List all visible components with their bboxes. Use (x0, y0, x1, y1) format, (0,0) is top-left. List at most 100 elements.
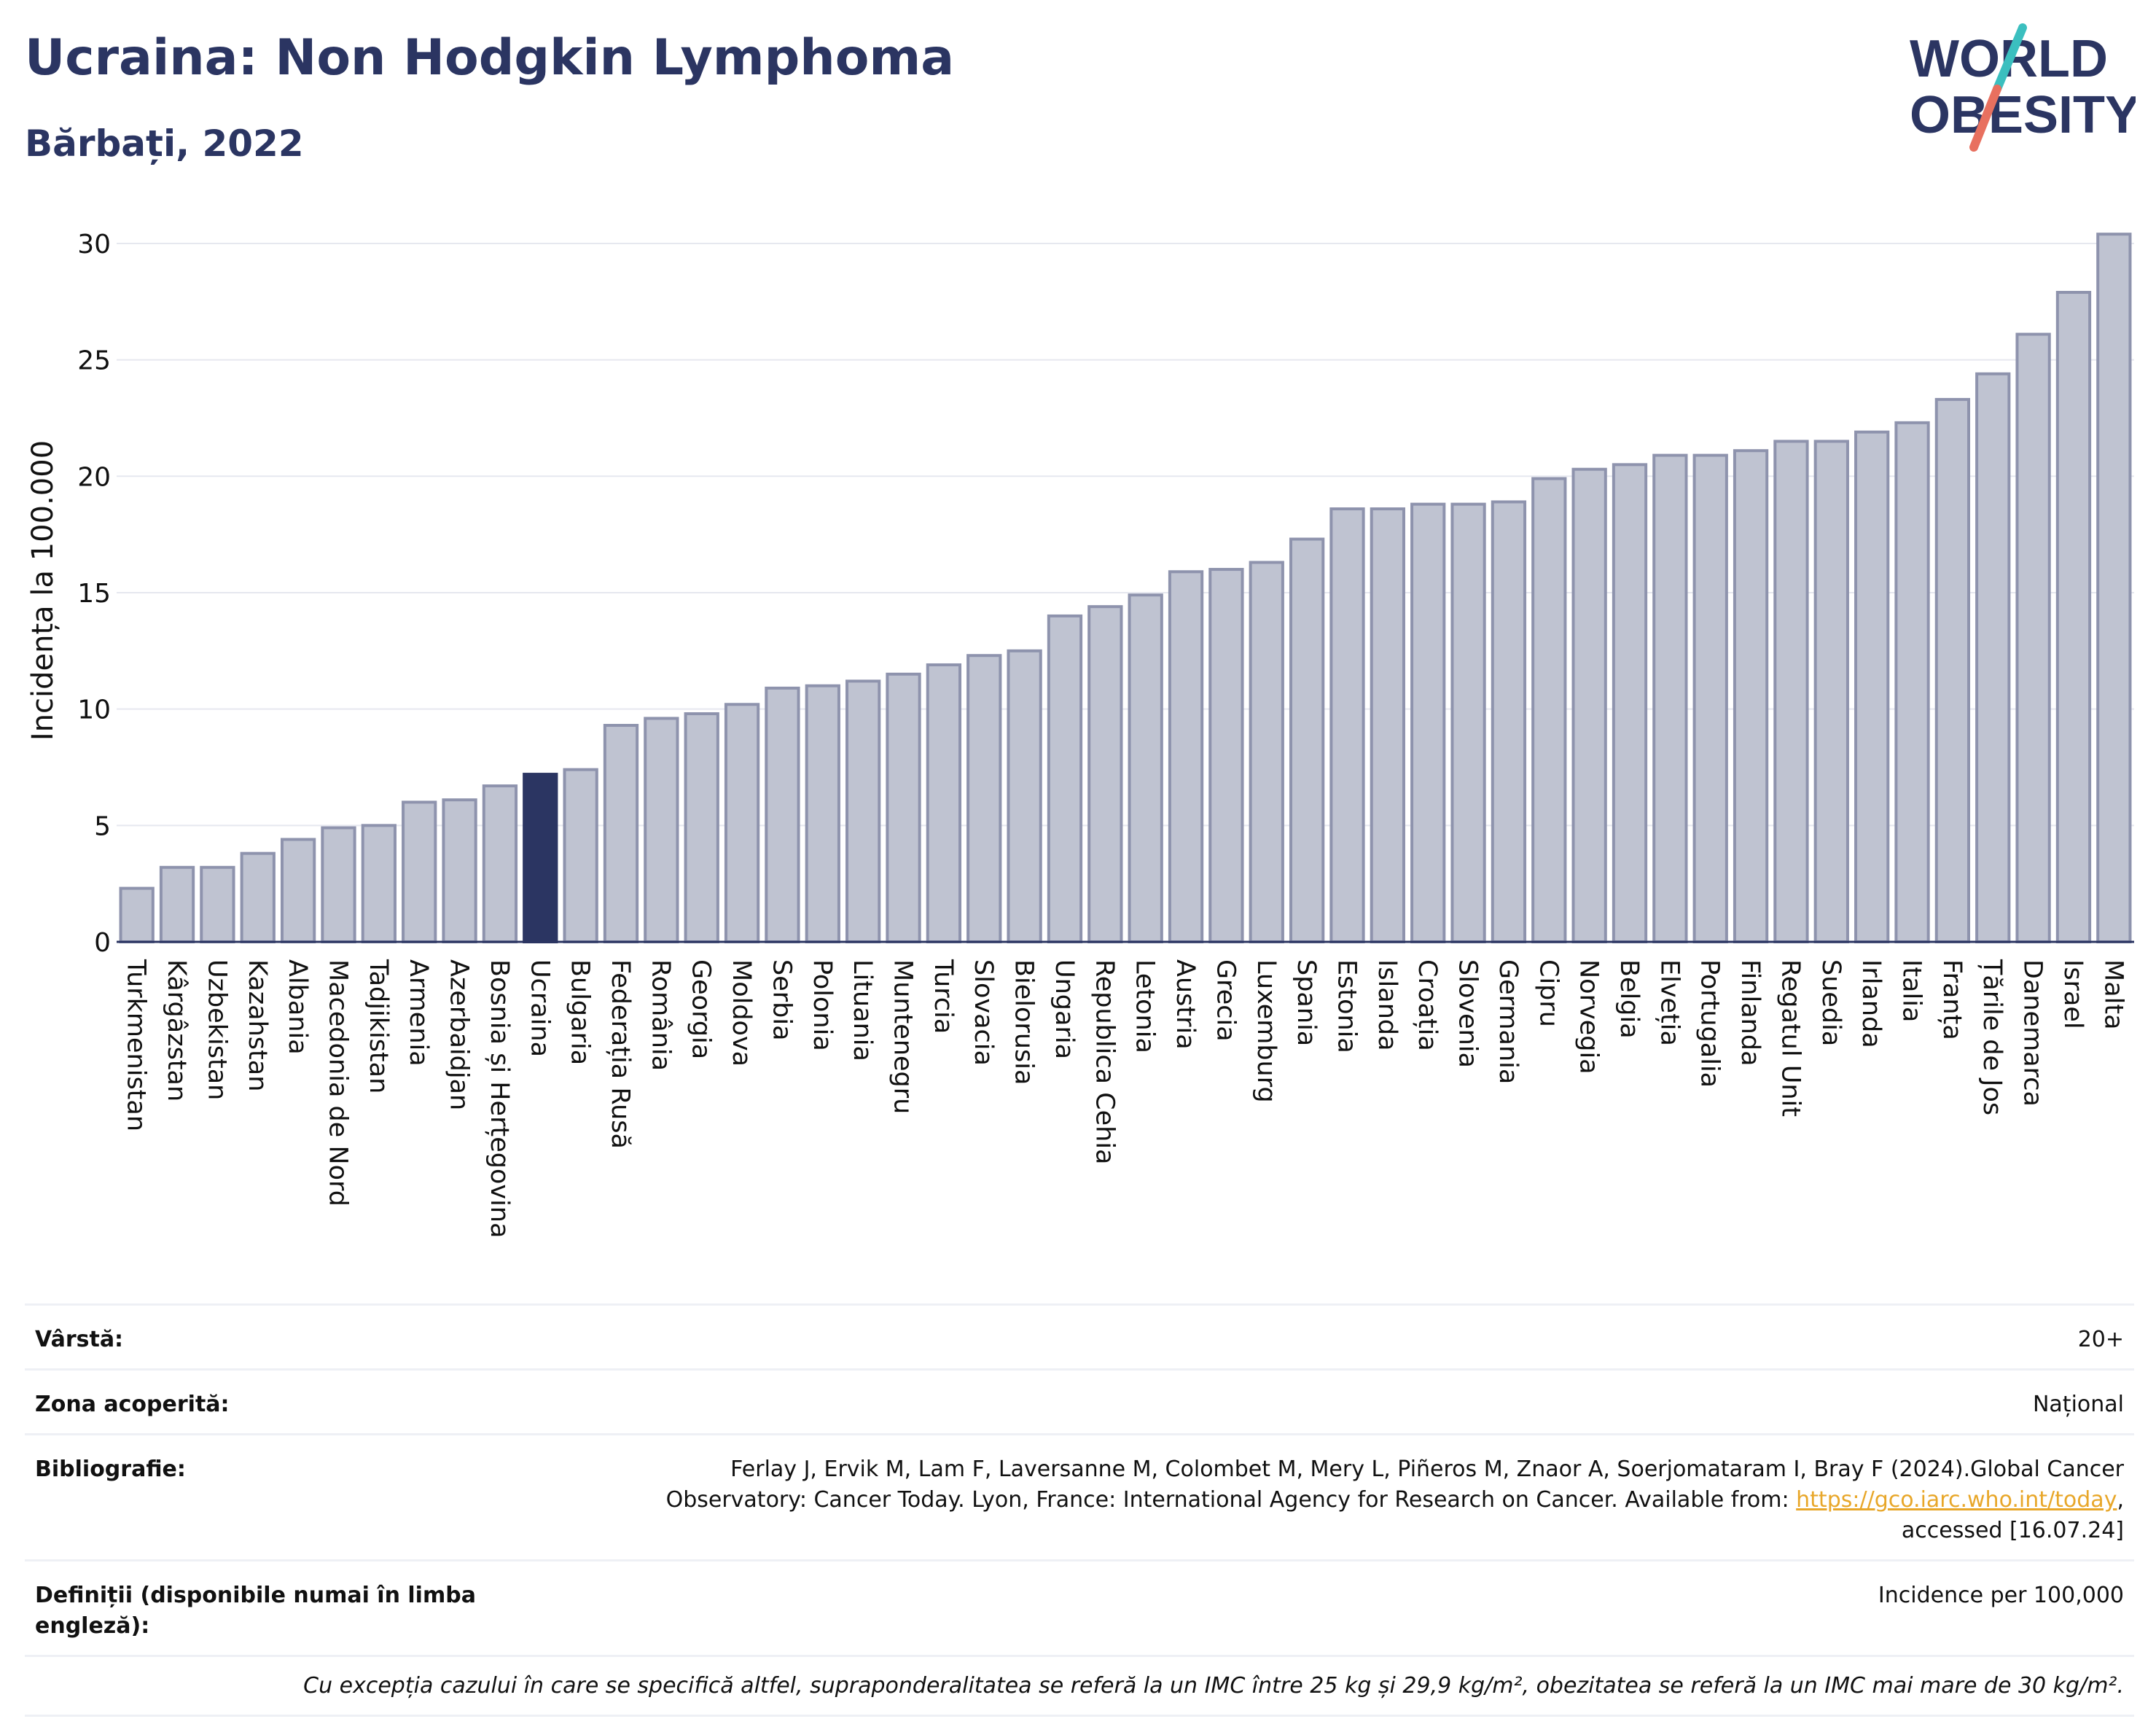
y-tick-label: 10 (77, 695, 111, 725)
x-tick-label: Cipru (1534, 959, 1563, 1027)
bar (2055, 291, 2092, 944)
x-tick-label: Germania (1493, 959, 1523, 1084)
y-tick-label: 20 (77, 462, 111, 492)
x-tick-label: Italia (1897, 959, 1926, 1022)
x-tick-label: Armenia (404, 959, 433, 1067)
bar (1854, 430, 1890, 943)
y-tick-label: 30 (77, 230, 111, 260)
bibliography-text-1: Ferlay J, Ervik M, Lam F, Laversanne M, … (730, 1457, 2124, 1482)
bibliography-text-2: Observatory: Cancer Today. Lyon, France:… (665, 1487, 1797, 1513)
bar (886, 672, 921, 943)
x-tick-label: Tadjikistan (364, 959, 393, 1093)
x-tick-label: Israel (2058, 959, 2087, 1029)
bar (1329, 507, 1365, 943)
x-tick-label: Federația Rusă (606, 959, 635, 1149)
x-tick-label: Kazahstan (243, 959, 272, 1091)
x-tick-label: Finlanda (1735, 959, 1765, 1067)
bar (1813, 440, 1849, 943)
x-tick-label: Danemarca (2018, 959, 2047, 1107)
meta-row-age: Vârstă: 20+ (25, 1303, 2134, 1368)
bar (1128, 593, 1163, 943)
logo-slash-coral (1969, 85, 2001, 152)
footnote: Cu excepția cazului în care se specifică… (25, 1655, 2134, 1717)
bar (1491, 500, 1527, 943)
age-value: 20+ (2077, 1327, 2124, 1352)
bar (644, 717, 679, 943)
age-label: Vârstă: (35, 1327, 124, 1352)
bar (361, 824, 397, 944)
y-tick-label: 15 (77, 579, 111, 609)
bibliography-text-4: accessed [16.07.24] (1901, 1518, 2124, 1543)
x-tick-label: Republica Cehia (1090, 959, 1119, 1165)
x-tick-label: Slovenia (1453, 959, 1483, 1068)
bar (845, 679, 881, 943)
x-tick-label: Moldova (727, 959, 756, 1067)
bar (280, 838, 316, 943)
bar (563, 768, 598, 944)
y-tick-label: 0 (94, 928, 111, 958)
x-tick-label: Lituania (848, 959, 877, 1061)
x-tick-label: Albania (283, 959, 312, 1055)
x-tick-label: Elveția (1655, 959, 1684, 1046)
x-tick-label: Uzbekistan (202, 959, 231, 1100)
x-tick-label: Malta (2098, 959, 2128, 1030)
x-tick-label: Croația (1413, 959, 1442, 1051)
x-tick-label: România (646, 959, 675, 1071)
x-tick-label: Norvegia (1574, 959, 1604, 1075)
bar (1773, 440, 1809, 943)
bar (1733, 449, 1769, 943)
bar (765, 686, 800, 943)
bar (1007, 649, 1042, 944)
x-tick-label: Turcia (929, 959, 958, 1034)
meta-row-definitions: Definiții (disponibile numai în limba en… (25, 1559, 2134, 1655)
bar (1410, 502, 1446, 943)
bar (159, 865, 195, 943)
x-tick-label: Grecia (1211, 959, 1240, 1042)
bar (402, 800, 437, 943)
logo-text-obesity: OBESITY (1910, 86, 2136, 144)
x-tick-label: Macedonia de Nord (323, 959, 352, 1206)
x-tick-label: Serbia (767, 959, 796, 1041)
bar (1612, 463, 1648, 943)
bar (1571, 467, 1607, 943)
x-tick-label: Islanda (1372, 959, 1402, 1051)
bars (119, 233, 2132, 944)
bibliography-text-3: , (2117, 1487, 2124, 1513)
bar (603, 724, 639, 943)
bar (1652, 453, 1688, 943)
x-tick-labels: Turkmenistan Kârgâzstan Uzbekistan Kazahsta… (122, 959, 2128, 1238)
definitions-label: Definiții (disponibile numai în limba en… (35, 1583, 476, 1639)
bar (2015, 332, 2051, 943)
bar (1531, 477, 1567, 943)
bibliography-label: Bibliografie: (35, 1457, 186, 1482)
definitions-value: Incidence per 100,000 (1878, 1583, 2124, 1608)
x-tick-label: Luxemburg (1251, 959, 1281, 1103)
coverage-label: Zona acoperită: (35, 1392, 230, 1417)
x-tick-label: Bosnia și Herțegovina (485, 959, 514, 1238)
x-tick-label: Bielorusia (1009, 959, 1039, 1085)
x-tick-label: Kârgâzstan (162, 959, 191, 1102)
x-tick-label: Letonia (1130, 959, 1160, 1053)
bar (1249, 561, 1284, 943)
y-tick-label: 25 (77, 346, 111, 376)
metadata-table: Vârstă: 20+ Zona acoperită: Național Bib… (25, 1303, 2134, 1717)
bar (119, 886, 155, 943)
x-tick-label: Belgia (1614, 959, 1644, 1039)
x-tick-label: Turkmenistan (122, 959, 151, 1131)
bar (1370, 507, 1405, 943)
y-tick-labels: 0 5 10 15 20 25 30 (77, 230, 111, 958)
bibliography-link[interactable]: https://gco.iarc.who.int/today (1796, 1487, 2117, 1513)
page-title: Ucraina: Non Hodgkin Lymphoma (25, 29, 955, 87)
bar (926, 663, 962, 944)
bar (1975, 372, 2011, 943)
x-tick-label: Slovacia (969, 959, 998, 1066)
y-axis-label: Incidența la 100.000 (26, 440, 60, 741)
x-tick-label: Austria (1171, 959, 1200, 1050)
x-tick-label: Estonia (1332, 959, 1361, 1053)
bar (724, 703, 760, 943)
bar (2096, 233, 2132, 944)
bar (321, 826, 356, 944)
x-tick-label: Ucraina (525, 959, 554, 1057)
meta-row-bibliography: Bibliografie: Ferlay J, Ervik M, Lam F, … (25, 1433, 2134, 1559)
y-tick-label: 5 (94, 811, 111, 841)
